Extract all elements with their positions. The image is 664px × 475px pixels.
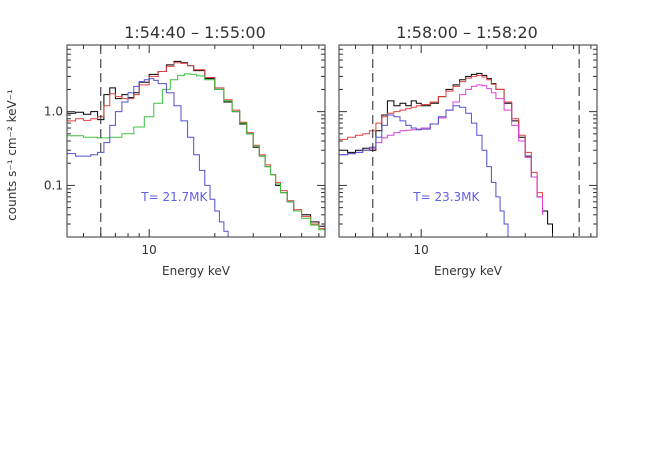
panel-title: 1:58:00 – 1:58:20 (396, 23, 538, 42)
plot-frame (338, 44, 598, 238)
y-tick-label: 0.1 (44, 178, 63, 192)
plot-frame (66, 44, 326, 238)
panel-title: 1:54:40 – 1:55:00 (124, 23, 266, 42)
temperature-annotation: T= 21.7MK (140, 190, 208, 204)
spectrum-panel-left: 1:54:40 – 1:55:00 counts s⁻¹ cm⁻² keV⁻¹ … (5, 23, 326, 278)
spectrum-panel-right: 1:58:00 – 1:58:20 Energy keV T= 23.3MK 1… (338, 23, 598, 278)
series-line-3 (339, 105, 509, 237)
y-tick-label: 1.0 (44, 105, 63, 119)
temperature-annotation: T= 23.3MK (412, 190, 480, 204)
x-axis-label: Energy keV (162, 264, 231, 278)
series-line-2 (67, 73, 325, 234)
series-line-3 (67, 78, 229, 237)
series-line-1 (67, 62, 325, 233)
series-line-0 (339, 72, 553, 237)
x-axis-label: Energy keV (434, 264, 503, 278)
series-line-1 (339, 74, 543, 211)
x-tick-label: 10 (142, 243, 157, 257)
y-axis-label: counts s⁻¹ cm⁻² keV⁻¹ (5, 89, 19, 221)
plot-area: 10 1.0 0.1 (44, 44, 326, 257)
plot-area: 10 (338, 44, 598, 257)
x-tick-label: 10 (414, 243, 429, 257)
series-line-0 (67, 60, 325, 230)
